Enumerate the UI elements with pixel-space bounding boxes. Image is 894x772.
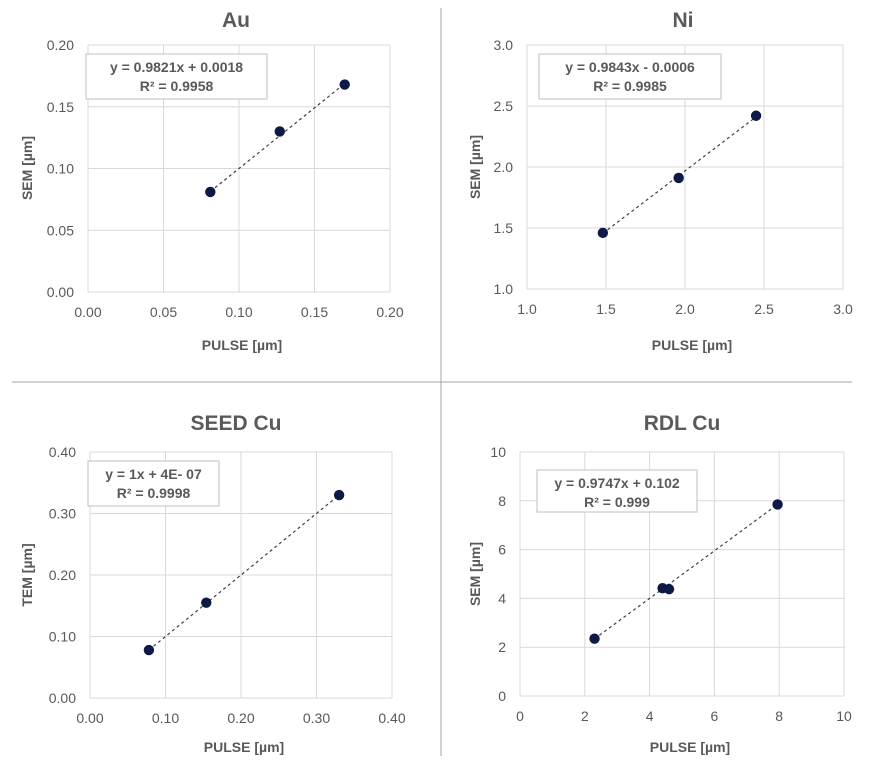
data-point xyxy=(663,583,675,595)
equation-box xyxy=(85,53,268,100)
chart-title: RDL Cu xyxy=(644,412,721,435)
x-tick-label: 0.00 xyxy=(76,710,103,726)
y-tick-label: 0.20 xyxy=(47,37,74,53)
r-squared-label: R² = 0.9998 xyxy=(117,485,191,501)
x-axis-label: PULSE [µm] xyxy=(650,739,730,755)
y-tick-label: 0.10 xyxy=(49,629,76,645)
equation-box xyxy=(536,469,698,513)
data-point xyxy=(673,172,684,184)
x-tick-label: 3.0 xyxy=(833,301,853,317)
x-tick-label: 6 xyxy=(711,708,719,724)
x-tick-label: 0.20 xyxy=(376,304,403,320)
y-tick-label: 10 xyxy=(490,444,506,460)
x-tick-label: 0.40 xyxy=(378,710,405,726)
x-tick-label: 0.10 xyxy=(152,710,179,726)
y-axis-label: SEM [µm] xyxy=(19,136,35,200)
data-point xyxy=(143,644,155,656)
x-tick-label: 10 xyxy=(836,708,852,724)
x-axis-label: PULSE [µm] xyxy=(204,739,284,755)
y-axis-label: TEM [µm] xyxy=(19,543,35,606)
chart-title: SEED Cu xyxy=(190,412,281,435)
chart-3: 0 2 4 6 8 10 0 2 4 6 8 10 RDL Cu PULSE [µm] SEM [µm] y … xyxy=(467,412,852,755)
x-tick-label: 2.5 xyxy=(754,301,774,317)
data-point xyxy=(201,597,212,608)
y-tick-label: 0.05 xyxy=(47,222,74,238)
y-tick-label: 0.30 xyxy=(49,506,76,522)
x-axis-label: PULSE [µm] xyxy=(202,337,282,353)
x-tick-label: 4 xyxy=(646,708,654,724)
data-point xyxy=(589,633,600,644)
x-tick-label: 1.0 xyxy=(517,301,537,317)
data-point xyxy=(205,186,216,198)
chart-1: 1.0 1.5 2.0 2.5 3.0 1.0 1.5 2.0 2.5 3.0 Ni PULSE [µ… xyxy=(467,9,853,353)
chart-2: 0.00 0.10 0.20 0.30 0.40 0.00 0.10 0.20 0.30 0.40… xyxy=(19,412,406,755)
equation-box xyxy=(87,460,220,507)
data-point xyxy=(339,79,350,90)
chart-title: Au xyxy=(222,9,250,32)
chart-0: 0.00 0.05 0.10 0.15 0.20 0.00 0.05 0.10 0.15 0.20… xyxy=(19,9,404,353)
y-tick-label: 4 xyxy=(498,590,506,606)
r-squared-label: R² = 0.9958 xyxy=(140,78,214,94)
data-point xyxy=(772,499,783,510)
data-point xyxy=(274,126,285,137)
y-tick-label: 3.0 xyxy=(494,37,514,53)
y-tick-label: 0.20 xyxy=(49,567,76,583)
x-tick-label: 0.20 xyxy=(227,710,254,726)
data-point xyxy=(333,489,345,501)
r-squared-label: R² = 0.9985 xyxy=(593,78,667,94)
x-tick-label: 0.10 xyxy=(225,304,252,320)
y-tick-label: 2 xyxy=(498,639,506,655)
y-tick-label: 1.5 xyxy=(494,220,514,236)
chart-title: Ni xyxy=(673,9,694,32)
trendline xyxy=(148,494,340,651)
trendline-equation: y = 1x + 4E- 07 xyxy=(105,466,202,482)
equation-box xyxy=(538,53,722,100)
trendline-equation: y = 0.9821x + 0.0018 xyxy=(110,59,243,75)
trendline-equation: y = 0.9843x - 0.0006 xyxy=(565,59,695,75)
x-tick-label: 0.00 xyxy=(74,304,101,320)
y-tick-label: 1.0 xyxy=(494,281,514,297)
y-tick-label: 6 xyxy=(498,542,506,558)
x-tick-label: 8 xyxy=(775,708,783,724)
data-point xyxy=(750,110,762,121)
y-tick-label: 0 xyxy=(498,688,506,704)
trendline-equation: y = 0.9747x + 0.102 xyxy=(554,475,680,491)
data-point xyxy=(597,227,609,239)
x-axis-label: PULSE [µm] xyxy=(652,337,732,353)
y-axis-label: SEM [µm] xyxy=(467,542,483,606)
y-tick-label: 0.00 xyxy=(49,690,76,706)
y-tick-label: 0.15 xyxy=(47,99,74,115)
y-tick-label: 8 xyxy=(498,493,506,509)
y-tick-label: 0.40 xyxy=(49,444,76,460)
r-squared-label: R² = 0.999 xyxy=(584,494,650,510)
x-tick-label: 1.5 xyxy=(596,301,616,317)
x-tick-label: 0.15 xyxy=(301,304,328,320)
y-axis-label: SEM [µm] xyxy=(467,135,483,199)
y-tick-label: 2.0 xyxy=(494,159,514,175)
trendline xyxy=(594,503,778,640)
x-tick-label: 0.05 xyxy=(150,304,177,320)
x-tick-label: 2 xyxy=(581,708,589,724)
y-tick-label: 0.00 xyxy=(47,284,74,300)
y-tick-label: 0.10 xyxy=(47,161,74,177)
x-tick-label: 0 xyxy=(516,708,524,724)
x-tick-label: 2.0 xyxy=(675,301,695,317)
y-tick-label: 2.5 xyxy=(494,98,514,114)
trendline xyxy=(209,83,346,193)
x-tick-label: 0.30 xyxy=(303,710,330,726)
